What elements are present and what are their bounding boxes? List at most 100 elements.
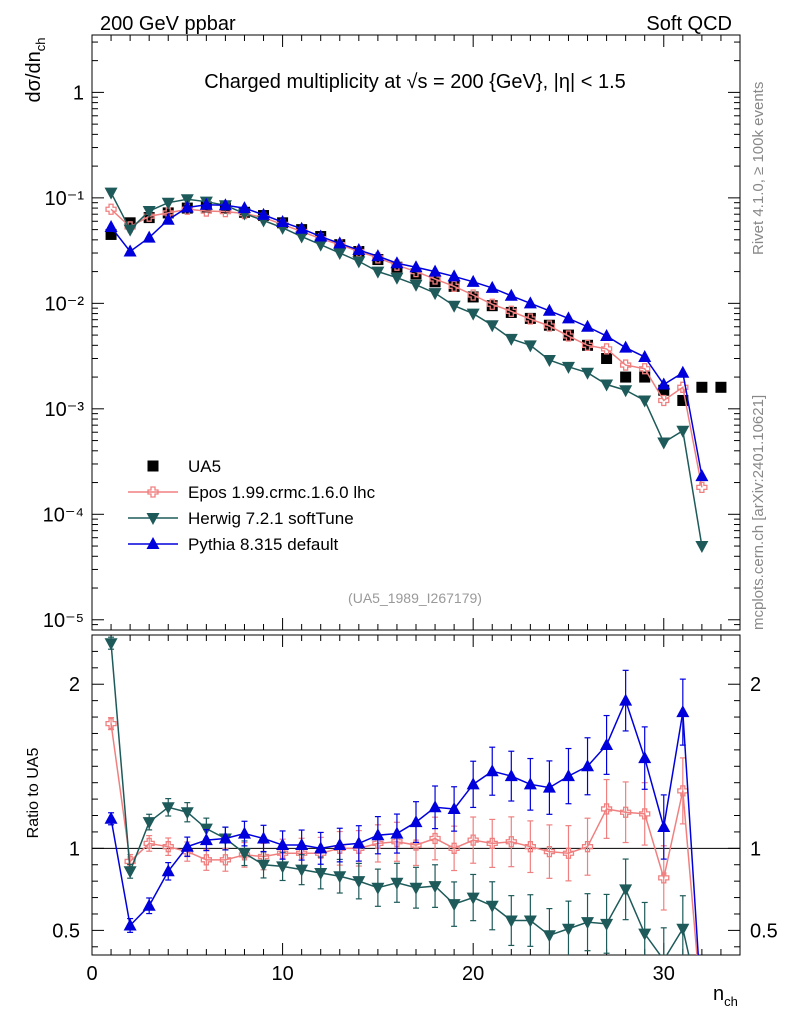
ratio-data-point	[295, 847, 308, 859]
main-data-point	[466, 308, 480, 321]
ratio-data-point	[162, 841, 174, 853]
ratio-data-point	[542, 930, 556, 943]
main-data-point	[161, 197, 175, 210]
ratio-data-point	[504, 769, 518, 782]
ratio-data-point	[391, 836, 403, 848]
chart-title: Charged multiplicity at √s = 200 {GeV}, …	[204, 71, 626, 93]
ratio-data-point	[543, 845, 556, 858]
ratio-data-point	[638, 928, 652, 941]
main-y-tick-label: 10⁻¹	[45, 188, 85, 210]
ratio-data-point	[676, 923, 690, 936]
main-data-point	[600, 379, 614, 392]
main-data-point	[658, 384, 670, 396]
ratio-data-point	[467, 834, 479, 846]
main-data-point	[676, 425, 690, 438]
main-data-point	[658, 394, 670, 407]
main-data-point	[333, 236, 347, 249]
ratio-series-line	[110, 723, 698, 955]
ratio-data-point	[123, 918, 137, 931]
legend-marker	[146, 513, 160, 525]
ratio-y-tick-label: 1	[69, 838, 80, 860]
ratio-data-point	[600, 803, 613, 815]
ratio-data-point	[581, 841, 594, 853]
main-data-point	[542, 303, 556, 316]
main-y-axis: 1 10⁻¹ 10⁻² 10⁻³ 10⁻⁴ 10⁻⁵	[43, 41, 740, 632]
main-data-point	[695, 541, 709, 554]
ratio-data-point	[123, 866, 137, 879]
header-left: 200 GeV ppbar	[100, 13, 236, 35]
main-data-point	[161, 212, 175, 225]
ratio-data-point	[352, 876, 366, 889]
main-y-tick-label: 10⁻⁵	[43, 610, 84, 632]
ratio-data-point	[581, 917, 595, 930]
main-data-point	[410, 268, 422, 280]
main-data-point	[505, 305, 517, 317]
main-data-point	[581, 367, 595, 380]
ratio-data-point	[409, 882, 423, 895]
ratio-data-point	[523, 915, 537, 928]
ratio-data-point	[677, 785, 689, 797]
main-data-point	[428, 264, 442, 277]
ratio-data-point	[619, 884, 633, 897]
main-data-point	[180, 200, 194, 213]
legend-marker	[146, 537, 160, 549]
main-data-point	[657, 377, 671, 390]
ratio-data-point	[199, 833, 213, 846]
ratio-data-point	[295, 864, 309, 877]
ratio-y-tick-label-right: 1	[750, 838, 761, 860]
ratio-data-point	[524, 841, 537, 853]
ratio-data-point	[619, 806, 632, 818]
main-y-tick-label: 10⁻²	[45, 293, 85, 315]
main-data-point	[199, 197, 213, 210]
ratio-data-point	[657, 954, 671, 955]
main-data-point	[562, 329, 574, 341]
main-data-point	[619, 340, 633, 353]
x-axis-label: nch	[713, 983, 738, 1009]
main-data-point	[371, 249, 385, 262]
main-data-point	[409, 279, 423, 292]
main-data-point	[561, 361, 575, 374]
main-data-point	[523, 296, 537, 309]
main-data-point	[639, 363, 651, 375]
ratio-data-point	[371, 882, 385, 895]
ratio-data-point	[466, 892, 480, 905]
ratio-data-point	[390, 877, 404, 890]
legend-label: UA5	[188, 457, 221, 476]
ratio-data-point	[104, 638, 118, 651]
ratio-data-point	[448, 842, 460, 854]
ratio-data-point	[697, 1007, 707, 1017]
rivet-version-text: Rivet 4.1.0, ≥ 100k events	[750, 82, 767, 255]
main-data-point	[485, 320, 499, 333]
ratio-y-axis-label: Ratio to UA5	[25, 748, 42, 839]
ratio-data-point	[276, 838, 290, 851]
main-data-point	[467, 289, 479, 301]
ratio-data-point	[485, 764, 499, 777]
main-data-point	[562, 330, 575, 342]
ratio-data-point	[447, 801, 461, 814]
main-data-point	[504, 288, 518, 301]
ratio-data-point	[276, 847, 289, 859]
main-data-point	[619, 385, 633, 398]
ratio-y-tick-label: 0.5	[52, 920, 80, 942]
ratio-data-point	[466, 777, 480, 790]
main-data-point	[314, 239, 328, 252]
main-data-point	[677, 394, 689, 406]
ratio-data-point	[142, 817, 156, 830]
ratio-series-group	[104, 636, 707, 1017]
ratio-data-point	[180, 839, 194, 852]
ratio-data-point	[104, 811, 118, 824]
main-series-group	[104, 187, 727, 554]
ratio-data-point	[333, 871, 347, 884]
ratio-data-point	[180, 807, 194, 820]
main-data-point	[390, 256, 404, 269]
main-data-point	[295, 231, 309, 244]
main-data-point	[123, 224, 137, 237]
main-data-point	[505, 306, 517, 318]
main-data-point	[352, 256, 366, 269]
ratio-data-point	[257, 831, 271, 844]
ratio-data-point	[561, 923, 575, 936]
main-data-point	[561, 311, 575, 324]
main-data-point	[333, 248, 347, 261]
ratio-data-point	[371, 828, 385, 841]
